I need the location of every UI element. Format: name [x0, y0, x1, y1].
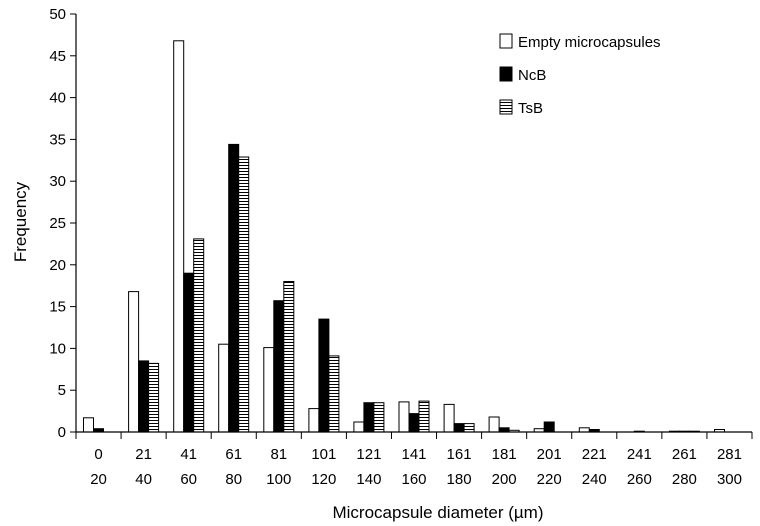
bar-empty-microcapsules-11: [579, 428, 589, 432]
bar-tsb-2: [194, 239, 204, 432]
y-tick-label-25: 25: [49, 215, 66, 232]
y-axis-title: Frequency: [11, 181, 30, 262]
bar-tsb-3: [239, 157, 249, 432]
x-tick-label-low-1: 21: [135, 446, 152, 463]
x-tick-label-high-10: 220: [537, 471, 562, 488]
bar-empty-microcapsules-0: [84, 418, 94, 432]
y-tick-label-10: 10: [49, 340, 66, 357]
bar-ncb-5: [319, 319, 329, 432]
legend-swatch-empty-microcapsules: [500, 34, 512, 48]
bar-empty-microcapsules-8: [444, 404, 454, 432]
x-tick-label-high-3: 80: [225, 471, 242, 488]
x-tick-label-high-4: 100: [266, 471, 291, 488]
y-tick-label-5: 5: [58, 382, 66, 399]
bar-tsb-5: [329, 356, 339, 432]
y-tick-label-0: 0: [58, 424, 66, 441]
x-tick-label-low-3: 61: [225, 446, 242, 463]
x-tick-label-low-7: 141: [401, 446, 426, 463]
x-tick-label-high-5: 120: [311, 471, 336, 488]
bar-empty-microcapsules-5: [309, 409, 319, 432]
x-tick-label-low-8: 161: [447, 446, 472, 463]
x-axis-title: Microcapsule diameter (µm): [332, 503, 543, 522]
y-tick-label-15: 15: [49, 299, 66, 316]
x-tick-label-low-4: 81: [270, 446, 287, 463]
bar-tsb-7: [419, 401, 429, 432]
bar-tsb-4: [284, 282, 294, 433]
y-tick-label-30: 30: [49, 173, 66, 190]
legend-swatch-ncb: [500, 67, 512, 81]
bar-empty-microcapsules-6: [354, 422, 364, 432]
x-tick-label-high-6: 140: [356, 471, 381, 488]
x-tick-label-low-13: 261: [672, 446, 697, 463]
x-tick-label-high-9: 200: [492, 471, 517, 488]
legend-label-ncb: NcB: [518, 67, 546, 84]
x-tick-label-high-0: 20: [90, 471, 107, 488]
bar-empty-microcapsules-9: [489, 417, 499, 432]
bar-empty-microcapsules-7: [399, 402, 409, 432]
x-tick-label-high-7: 160: [401, 471, 426, 488]
x-tick-label-high-13: 280: [672, 471, 697, 488]
x-tick-label-low-12: 241: [627, 446, 652, 463]
x-tick-label-low-9: 181: [492, 446, 517, 463]
bar-ncb-8: [454, 424, 464, 432]
bar-tsb-1: [149, 363, 159, 432]
x-tick-label-low-0: 0: [94, 446, 102, 463]
x-tick-label-low-5: 101: [311, 446, 336, 463]
bar-ncb-7: [409, 414, 419, 432]
bar-empty-microcapsules-2: [174, 41, 184, 432]
bar-empty-microcapsules-3: [219, 344, 229, 432]
x-tick-label-high-12: 260: [627, 471, 652, 488]
bar-empty-microcapsules-4: [264, 348, 274, 432]
y-tick-label-35: 35: [49, 131, 66, 148]
bars-group: [84, 41, 725, 432]
x-tick-label-low-11: 221: [582, 446, 607, 463]
x-tick-label-low-6: 121: [356, 446, 381, 463]
x-tick-label-high-2: 60: [180, 471, 197, 488]
bar-ncb-1: [139, 361, 149, 432]
y-tick-label-45: 45: [49, 48, 66, 65]
y-tick-label-50: 50: [49, 6, 66, 23]
bar-tsb-6: [374, 403, 384, 432]
legend-label-empty-microcapsules: Empty microcapsules: [518, 34, 661, 51]
x-tick-label-low-2: 41: [180, 446, 197, 463]
bar-empty-microcapsules-1: [129, 292, 139, 432]
x-tick-label-high-11: 240: [582, 471, 607, 488]
x-tick-label-high-8: 180: [447, 471, 472, 488]
legend-label-tsb: TsB: [518, 100, 543, 117]
x-tick-label-high-1: 40: [135, 471, 152, 488]
bar-tsb-8: [464, 424, 474, 432]
y-tick-label-20: 20: [49, 257, 66, 274]
legend-swatch-tsb: [500, 100, 512, 114]
bar-ncb-6: [364, 403, 374, 432]
bar-ncb-3: [229, 144, 239, 432]
bar-ncb-4: [274, 301, 284, 432]
y-tick-label-40: 40: [49, 90, 66, 107]
bar-ncb-10: [544, 422, 554, 432]
legend: Empty microcapsules NcB TsB: [500, 34, 661, 117]
x-tick-label-low-14: 281: [717, 446, 742, 463]
x-tick-label-low-10: 201: [537, 446, 562, 463]
bar-ncb-2: [184, 273, 194, 432]
x-tick-label-high-14: 300: [717, 471, 742, 488]
bar-ncb-9: [499, 428, 509, 432]
